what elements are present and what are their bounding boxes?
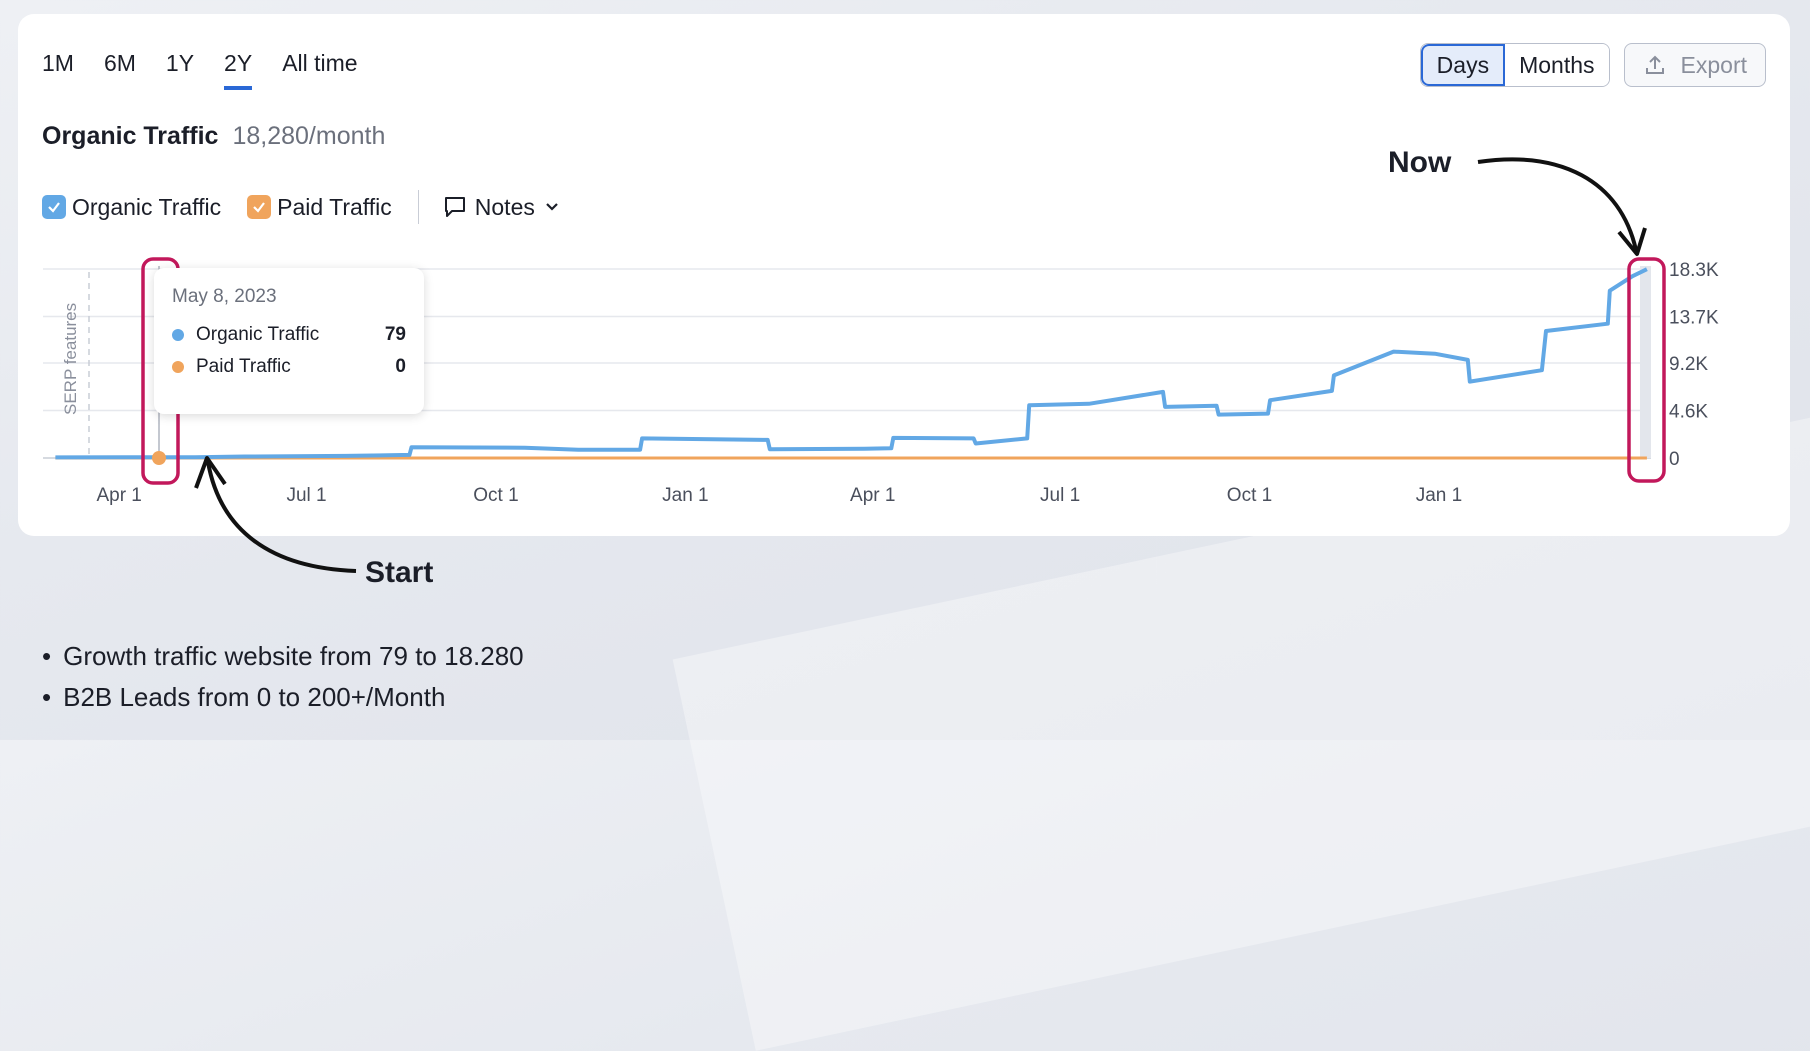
legend-divider — [417, 190, 419, 224]
hover-point-paid — [152, 451, 166, 465]
legend-paid-label: Paid Traffic — [277, 193, 392, 220]
now-arrowhead-icon — [1617, 227, 1647, 256]
chevron-down-icon — [546, 203, 558, 211]
summary-item: B2B Leads from 0 to 200+/Month — [42, 677, 524, 718]
period-tab-6m[interactable]: 6M — [103, 50, 136, 76]
y-tick-label: 13.7K — [1669, 308, 1719, 329]
y-tick-label: 9.2K — [1669, 354, 1708, 375]
y-tick-label: 18.3K — [1669, 260, 1719, 281]
tooltip-date: May 8, 2023 — [172, 286, 277, 307]
start-arrow-icon — [206, 461, 357, 573]
start-annotation: Start — [365, 556, 434, 589]
legend-organic-label: Organic Traffic — [72, 193, 222, 220]
x-axis-ticks: Apr 1 Jul 1 Oct 1 Jan 1 Apr 1 Jul 1 Oct 1 Jan 1 — [96, 485, 1462, 506]
x-tick-label: Jan 1 — [1416, 485, 1462, 506]
x-tick-label: Apr 1 — [850, 485, 895, 506]
x-tick-label: Oct 1 — [473, 485, 518, 506]
now-annotation: Now — [1388, 146, 1452, 179]
upload-icon — [1645, 55, 1664, 74]
tooltip-paid-value: 0 — [395, 356, 406, 377]
x-tick-label: Oct 1 — [1227, 485, 1272, 506]
period-tab-2y[interactable]: 2Y — [224, 50, 253, 90]
now-arrow-icon — [1477, 157, 1638, 251]
y-tick-label: 0 — [1669, 449, 1680, 470]
paid-dot-icon — [172, 361, 184, 373]
export-button[interactable]: Export — [1623, 43, 1766, 87]
current-range-band — [1640, 266, 1651, 458]
period-tab-1y[interactable]: 1Y — [165, 50, 195, 76]
notes-dropdown[interactable]: Notes — [443, 194, 561, 221]
legend-paid-traffic[interactable]: Paid Traffic — [247, 194, 392, 221]
tooltip-row-organic: Organic Traffic 79 — [172, 324, 406, 346]
chart-tooltip: May 8, 2023 Organic Traffic 79 Paid Traf… — [154, 268, 424, 414]
chart-title: Organic Traffic — [42, 122, 219, 150]
serp-features-label: SERP features — [61, 303, 80, 415]
y-axis-ticks: 0 4.6K 9.2K 13.7K 18.3K — [1669, 260, 1719, 470]
months-button[interactable]: Months — [1505, 44, 1609, 86]
legend: Organic Traffic Paid Traffic Notes — [42, 190, 561, 224]
x-tick-label: Jul 1 — [1040, 485, 1080, 506]
checkbox-checked-icon[interactable] — [247, 195, 272, 219]
start-arrowhead-icon — [194, 456, 227, 489]
chart-header: Organic Traffic 18,280/month — [42, 122, 385, 151]
organic-traffic-line — [55, 267, 1648, 460]
tooltip-row-paid: Paid Traffic 0 — [172, 356, 406, 378]
granularity-toggle: Days Months — [1419, 43, 1610, 87]
x-tick-label: Jul 1 — [286, 485, 326, 506]
tooltip-organic-value: 79 — [384, 324, 406, 345]
days-button[interactable]: Days — [1420, 44, 1506, 86]
end-highlight-box — [1627, 257, 1666, 483]
checkbox-checked-icon[interactable] — [42, 195, 66, 219]
legend-organic-traffic[interactable]: Organic Traffic — [42, 194, 221, 221]
notes-label: Notes — [474, 193, 535, 220]
tooltip-paid-label: Paid Traffic — [196, 356, 291, 377]
tooltip-organic-label: Organic Traffic — [196, 324, 320, 345]
period-tab-all-time[interactable]: All time — [282, 50, 358, 76]
period-tab-1m[interactable]: 1M — [42, 50, 74, 76]
summary-item: Growth traffic website from 79 to 18.280 — [42, 636, 524, 677]
chart-value: 18,280/month — [232, 122, 386, 150]
x-tick-label: Jan 1 — [662, 485, 708, 506]
x-tick-label: Apr 1 — [96, 485, 141, 506]
export-label: Export — [1680, 51, 1747, 78]
organic-dot-icon — [172, 329, 184, 341]
traffic-chart: 0 4.6K 9.2K 13.7K 18.3K Apr 1 Jul 1 Oct 1 Jan 1… — [43, 157, 1719, 573]
chart-controls: Days Months Export — [1419, 43, 1766, 87]
y-tick-label: 4.6K — [1669, 401, 1708, 422]
comment-icon — [444, 197, 465, 217]
summary-list: Growth traffic website from 79 to 18.280… — [42, 636, 524, 718]
period-tabs: 1M 6M 1Y 2Y All time — [42, 50, 358, 90]
